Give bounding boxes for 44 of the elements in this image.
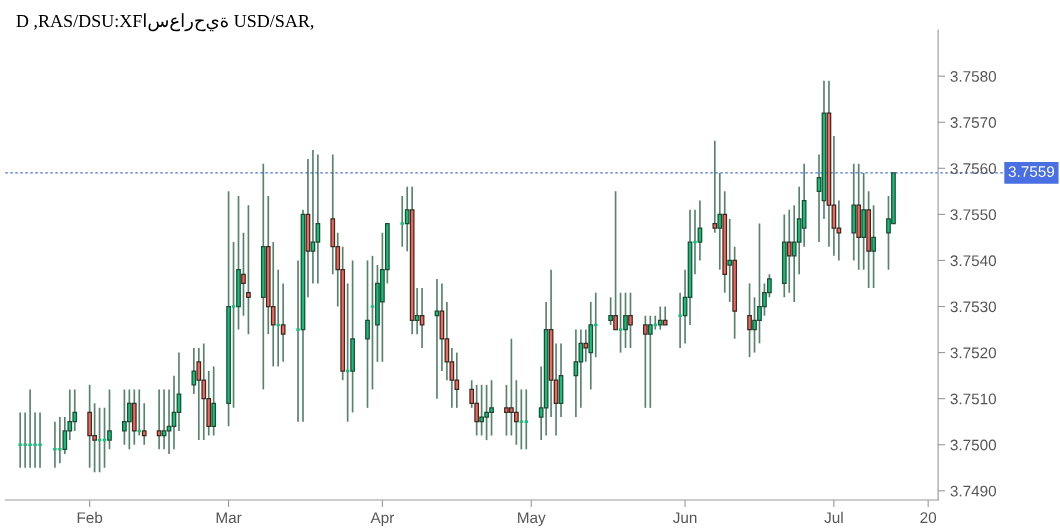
y-tick-label: 3.7510 [950, 393, 997, 405]
candlestick [280, 282, 286, 363]
candlestick [608, 296, 613, 326]
candlestick [628, 291, 633, 349]
candlestick [414, 287, 420, 335]
candlestick [712, 139, 718, 234]
candlestick [583, 328, 589, 363]
x-tick-label: Jun [672, 512, 697, 524]
candlestick [623, 291, 628, 349]
candlestick [419, 287, 425, 349]
candlestick [404, 185, 410, 253]
y-tick-label: 3.7540 [950, 255, 997, 267]
y-tick-label: 3.7490 [950, 485, 997, 497]
x-tick-label: Jul [824, 511, 843, 524]
candlestick [786, 208, 792, 294]
y-tick-label: 3.7570 [950, 117, 997, 128]
candlestick [662, 305, 668, 326]
y-tick-label: 3.7560 [950, 163, 997, 174]
x-tick-label: May [518, 512, 546, 527]
x-tick-label: 20 [920, 512, 937, 524]
candlestick [642, 314, 648, 409]
candlestick [270, 241, 276, 368]
candlestick [241, 231, 246, 317]
candlestick [727, 218, 733, 303]
candlestick [613, 190, 618, 331]
candlestick [747, 282, 752, 359]
candlestick [310, 149, 316, 285]
candlestick [434, 278, 440, 400]
y-tick-label: 3.7500 [950, 439, 997, 451]
chart-title: D ,RAS/DSU:XFاسعارحية USD/SAR, [16, 13, 314, 32]
candlestick [246, 204, 251, 335]
x-tick-label: Apr [370, 512, 395, 527]
candlestick [513, 379, 519, 446]
candlestick [365, 259, 370, 409]
y-tick-label: 3.7580 [950, 71, 997, 82]
y-tick-label: 3.7520 [950, 347, 997, 359]
x-tick-label: Mar [216, 512, 242, 524]
y-tick-label: 3.7550 [950, 209, 997, 221]
candlestick [871, 204, 876, 289]
candlestick [647, 314, 653, 409]
candlestick [657, 305, 663, 331]
ref-line-label: 3.7559 [1008, 166, 1055, 178]
x-tick-label: Feb [77, 511, 103, 524]
y-tick-label: 3.7530 [950, 301, 997, 313]
